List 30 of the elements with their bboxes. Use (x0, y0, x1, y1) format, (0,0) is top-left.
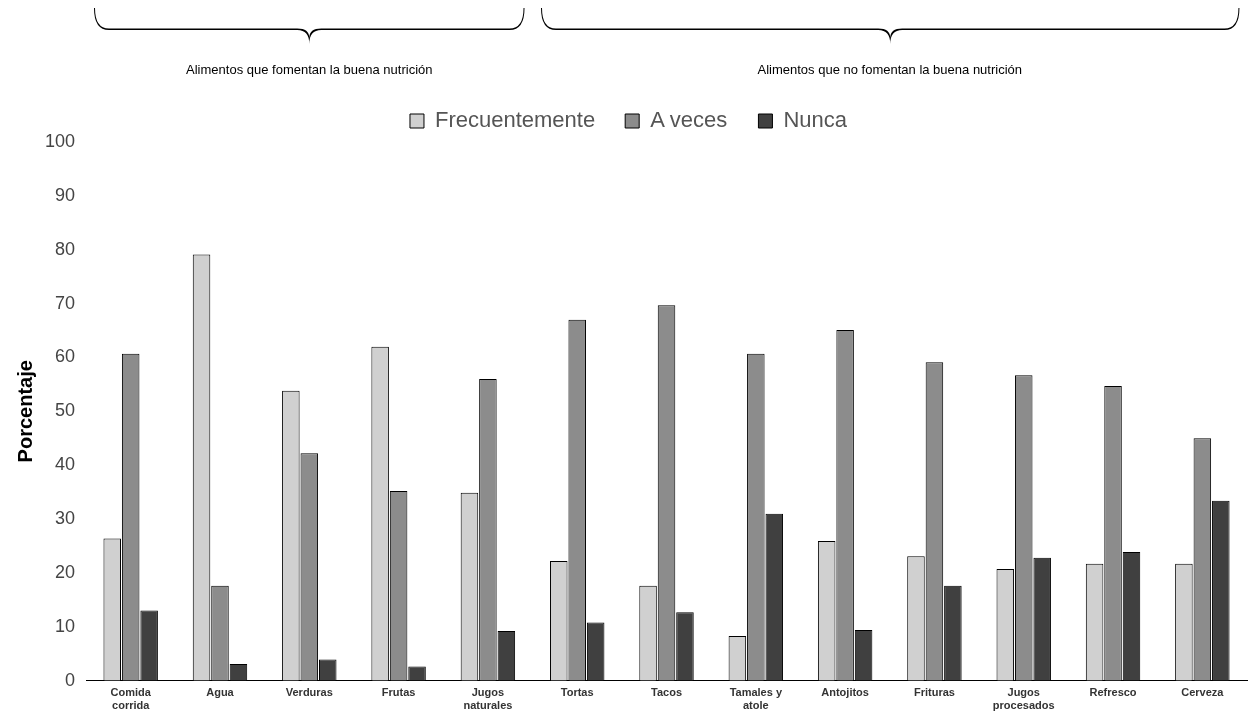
y-tick-label: 0 (65, 669, 76, 690)
y-tick-label: 20 (55, 561, 76, 582)
text: Alimentos que no fomentan la buena nutrición (757, 62, 1023, 77)
x-tick-label: Refresco (1089, 686, 1137, 699)
y-axis-title: Porcentaje (13, 360, 36, 463)
legend-label: Nunca (783, 107, 848, 133)
text: Alimentos que fomentan la buena nutrición (186, 62, 433, 77)
y-tick-label: 70 (55, 292, 76, 313)
x-tick-label: Jugos procesados (992, 686, 1055, 712)
y-tick-label: 60 (55, 346, 76, 367)
x-tick-label: Frutas (381, 686, 416, 699)
x-tick-label: Tacos (651, 686, 683, 699)
y-tick-label: 80 (55, 238, 76, 259)
x-tick-label: Tortas (560, 686, 594, 699)
x-tick-label: Agua (206, 686, 235, 699)
legend-label: Frecuentemente (434, 107, 596, 133)
x-tick-label: Jugos naturales (463, 686, 513, 712)
y-tick-label: 50 (55, 400, 76, 421)
x-tick-label: Cerveza (1181, 686, 1225, 699)
x-tick-label: Frituras (913, 686, 955, 699)
y-tick-label: 90 (55, 184, 76, 205)
y-tick-label: 30 (55, 507, 76, 528)
x-tick-label: Verduras (285, 686, 333, 699)
x-tick-label: Comida corrida (110, 686, 152, 712)
x-tick-label: Antojitos (821, 686, 869, 699)
x-tick-label: Tamales y atole (729, 686, 783, 712)
y-tick-label: 10 (55, 615, 76, 636)
y-tick-label: 100 (44, 130, 76, 151)
y-tick-label: 40 (55, 454, 76, 475)
legend-label: A veces (650, 107, 728, 133)
